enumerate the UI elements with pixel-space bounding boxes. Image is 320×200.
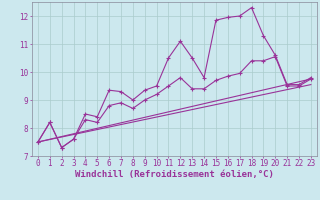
X-axis label: Windchill (Refroidissement éolien,°C): Windchill (Refroidissement éolien,°C) <box>75 170 274 179</box>
